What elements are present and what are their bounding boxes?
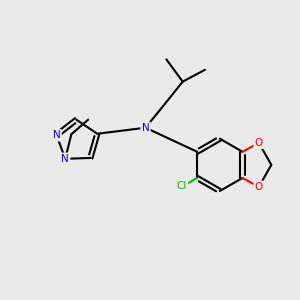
Text: N: N — [53, 130, 61, 140]
Text: Cl: Cl — [176, 181, 187, 190]
Text: O: O — [255, 182, 263, 192]
Text: O: O — [255, 138, 263, 148]
Text: N: N — [61, 154, 69, 164]
Text: N: N — [142, 123, 149, 133]
